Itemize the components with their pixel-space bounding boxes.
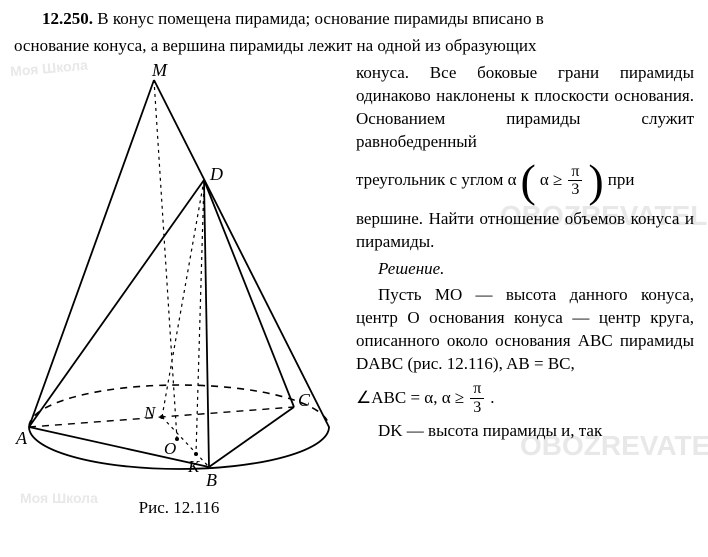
svg-text:B: B [206,470,217,490]
fraction-pi-3-b: π 3 [470,380,484,416]
figure-caption: Рис. 12.116 [14,498,344,518]
formula-inner: α ≥ [540,169,563,192]
solution-text-1: Пусть MO — высота данного конуса, центр … [356,284,694,376]
svg-text:C: C [298,390,311,410]
svg-text:D: D [209,164,223,184]
sol2-post: . [490,387,494,410]
fraction-denominator: 3 [568,181,582,199]
problem-formula-line: треугольник с углом α ( α ≥ π 3 ) при [356,158,694,204]
text-column: конуса. Все боковые грани пирамиды одина… [356,62,694,518]
svg-text:M: M [151,62,168,80]
left-paren-icon: ( [521,158,536,204]
page-content: 12.250. В конус помещена пирамида; основ… [0,0,708,518]
fraction-pi-3: π 3 [568,163,582,199]
solution-text-1-span: Пусть MO — высота данного конуса, центр … [356,285,694,373]
geometry-figure: M D A B C N O K [14,62,344,492]
formula-pre: треугольник с углом α [356,169,517,192]
formula-post: при [608,169,635,192]
problem-number: 12.250. [42,9,93,28]
fraction-numerator-b: π [470,380,484,399]
fraction-numerator: π [568,163,582,182]
problem-statement-top: 12.250. В конус помещена пирамида; основ… [14,8,694,31]
solution-formula-2: ∠ABC = α, α ≥ π 3 . [356,380,694,416]
svg-text:K: K [187,457,201,476]
svg-text:N: N [143,403,157,422]
fraction-denominator-b: 3 [470,399,484,417]
solution-label: Решение. [356,258,694,281]
sol2-pre: ∠ABC = α, α ≥ [356,387,464,410]
solution-text-3: DK — высота пирамиды и, так [356,420,694,443]
svg-text:A: A [15,428,28,448]
figure-column: M D A B C N O K Рис. 12.116 [14,62,344,518]
problem-text-line2: основание конуса, а вершина пирамиды леж… [14,35,694,58]
right-paren-icon: ) [588,158,603,204]
problem-text-line1: В конус помещена пирамида; основание пир… [97,9,543,28]
svg-text:O: O [164,439,176,458]
problem-continue-3: вершине. Найти отношение объемов конуса … [356,208,694,254]
problem-continue-1: конуса. Все боковые грани пирамиды одина… [356,62,694,154]
